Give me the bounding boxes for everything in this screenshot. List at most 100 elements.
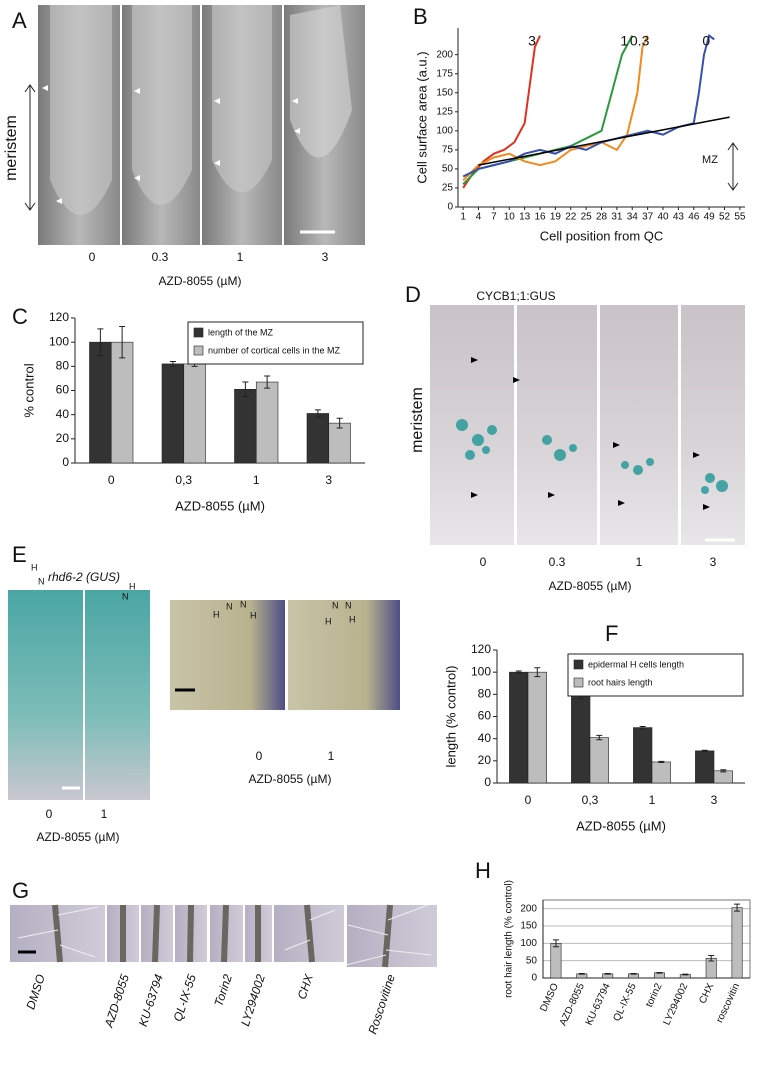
legend-label: epidermal H cells length: [588, 659, 684, 669]
x-tick-label: 13: [519, 212, 531, 223]
error-bar: [242, 381, 249, 398]
error-bar: [314, 409, 321, 418]
meristem-arrow: [24, 84, 36, 211]
cell-label: N: [38, 576, 45, 586]
image-label: 1: [636, 555, 643, 569]
cell-label: H: [349, 614, 356, 624]
treatment-label: Roscovitine: [365, 972, 398, 1036]
y-tick-label: 40: [56, 407, 70, 421]
error-bar: [708, 954, 715, 962]
cell-label: H: [250, 610, 257, 620]
error-bar: [734, 903, 741, 912]
bar: [234, 388, 257, 464]
treatment-label: QL-IX-55: [171, 972, 199, 1023]
image-label: 0: [89, 250, 96, 264]
cell-label: H: [31, 562, 38, 572]
image-label: 0: [480, 555, 487, 569]
x-tick-label: 10: [504, 212, 516, 223]
x-axis-label: AZD-8055 (µM): [249, 772, 332, 786]
data-line: [462, 35, 649, 182]
x-tick-label: 34: [627, 212, 639, 223]
error-bar: [604, 972, 611, 975]
bar: [183, 363, 206, 464]
series-label: 3: [528, 33, 536, 49]
bar: [550, 943, 562, 979]
plot-frame: [542, 899, 751, 979]
treatment-label: DMSO: [23, 973, 47, 1012]
micrograph-g: [10, 904, 437, 968]
x-tick-label: DMSO: [538, 982, 561, 1014]
y-tick-label: 50: [526, 955, 538, 966]
treatment-label: KU-63794: [136, 972, 166, 1028]
bar: [255, 381, 279, 464]
x-tick-label: 40: [657, 212, 669, 223]
x-axis-label: AZD-8055 (µM): [576, 818, 666, 833]
error-bar: [596, 734, 603, 741]
error-bar: [169, 361, 176, 367]
y-tick-label: 50: [442, 164, 454, 175]
error-bar: [658, 760, 665, 763]
series-label: 0.3: [630, 33, 650, 49]
image-label: 1: [328, 749, 335, 763]
y-tick-label: 20: [478, 753, 492, 767]
image-label: 0: [256, 749, 263, 763]
x-axis-label: Cell position from QC: [540, 228, 664, 243]
legend-swatch: [573, 659, 584, 670]
error-bar: [639, 725, 646, 730]
error-bar: [578, 972, 585, 975]
error-bar: [701, 749, 708, 752]
treatment-label: AZD-8055: [101, 972, 132, 1030]
panel-label: D: [405, 282, 421, 307]
y-tick-label: 200: [520, 903, 537, 914]
x-axis-label: AZD-8055 (µM): [37, 830, 120, 844]
bar: [571, 696, 591, 784]
axis: [542, 900, 750, 979]
treatment-label: LY294002: [238, 972, 268, 1028]
legend-label: number of cortical cells in the MZ: [208, 345, 341, 355]
legend-swatch: [193, 345, 204, 356]
bar: [306, 413, 330, 464]
side-label: meristem: [3, 115, 20, 181]
panel-label: A: [12, 8, 27, 33]
x-axis-label: AZD-8055 (µM): [159, 274, 242, 288]
image-label: 0: [46, 807, 53, 821]
x-tick-label: torin2: [644, 981, 665, 1009]
y-tick-label: 80: [56, 359, 70, 373]
annotation: MZ: [702, 154, 718, 166]
panel-label: E: [12, 542, 27, 567]
cell-label: N: [122, 591, 129, 601]
y-tick-label: 120: [471, 642, 491, 656]
x-tick-label: 1: [460, 212, 466, 223]
bar: [161, 363, 185, 464]
bar: [731, 907, 743, 979]
cell-label: N: [240, 599, 247, 609]
image-label: 1: [101, 807, 108, 821]
cell-label: N: [332, 600, 339, 610]
error-bar: [97, 328, 104, 356]
trend-line: [478, 116, 730, 166]
cell-label: H: [129, 581, 136, 591]
x-tick-label: 28: [596, 212, 608, 223]
bar: [110, 341, 134, 464]
error-bar: [119, 325, 126, 359]
y-tick-label: 150: [520, 921, 537, 932]
x-tick-label: 7: [491, 212, 497, 223]
y-tick-label: 0: [531, 973, 537, 984]
error-bar: [534, 667, 541, 678]
x-tick-label: 22: [565, 212, 577, 223]
y-tick-label: 175: [436, 68, 453, 79]
image-label: 3: [322, 250, 329, 264]
series-label: 0: [702, 33, 710, 49]
x-tick-label: 52: [719, 212, 731, 223]
y-tick-label: 150: [436, 87, 453, 98]
bar: [695, 750, 715, 784]
x-tick-label: KU-63794: [584, 981, 613, 1027]
data-line: [462, 35, 541, 189]
y-tick-label: 0: [447, 202, 453, 213]
x-tick-label: QL-IX-55: [612, 981, 639, 1023]
y-tick-label: 0: [484, 775, 491, 789]
legend: [567, 653, 744, 697]
legend: [187, 321, 364, 365]
bar: [509, 671, 529, 784]
